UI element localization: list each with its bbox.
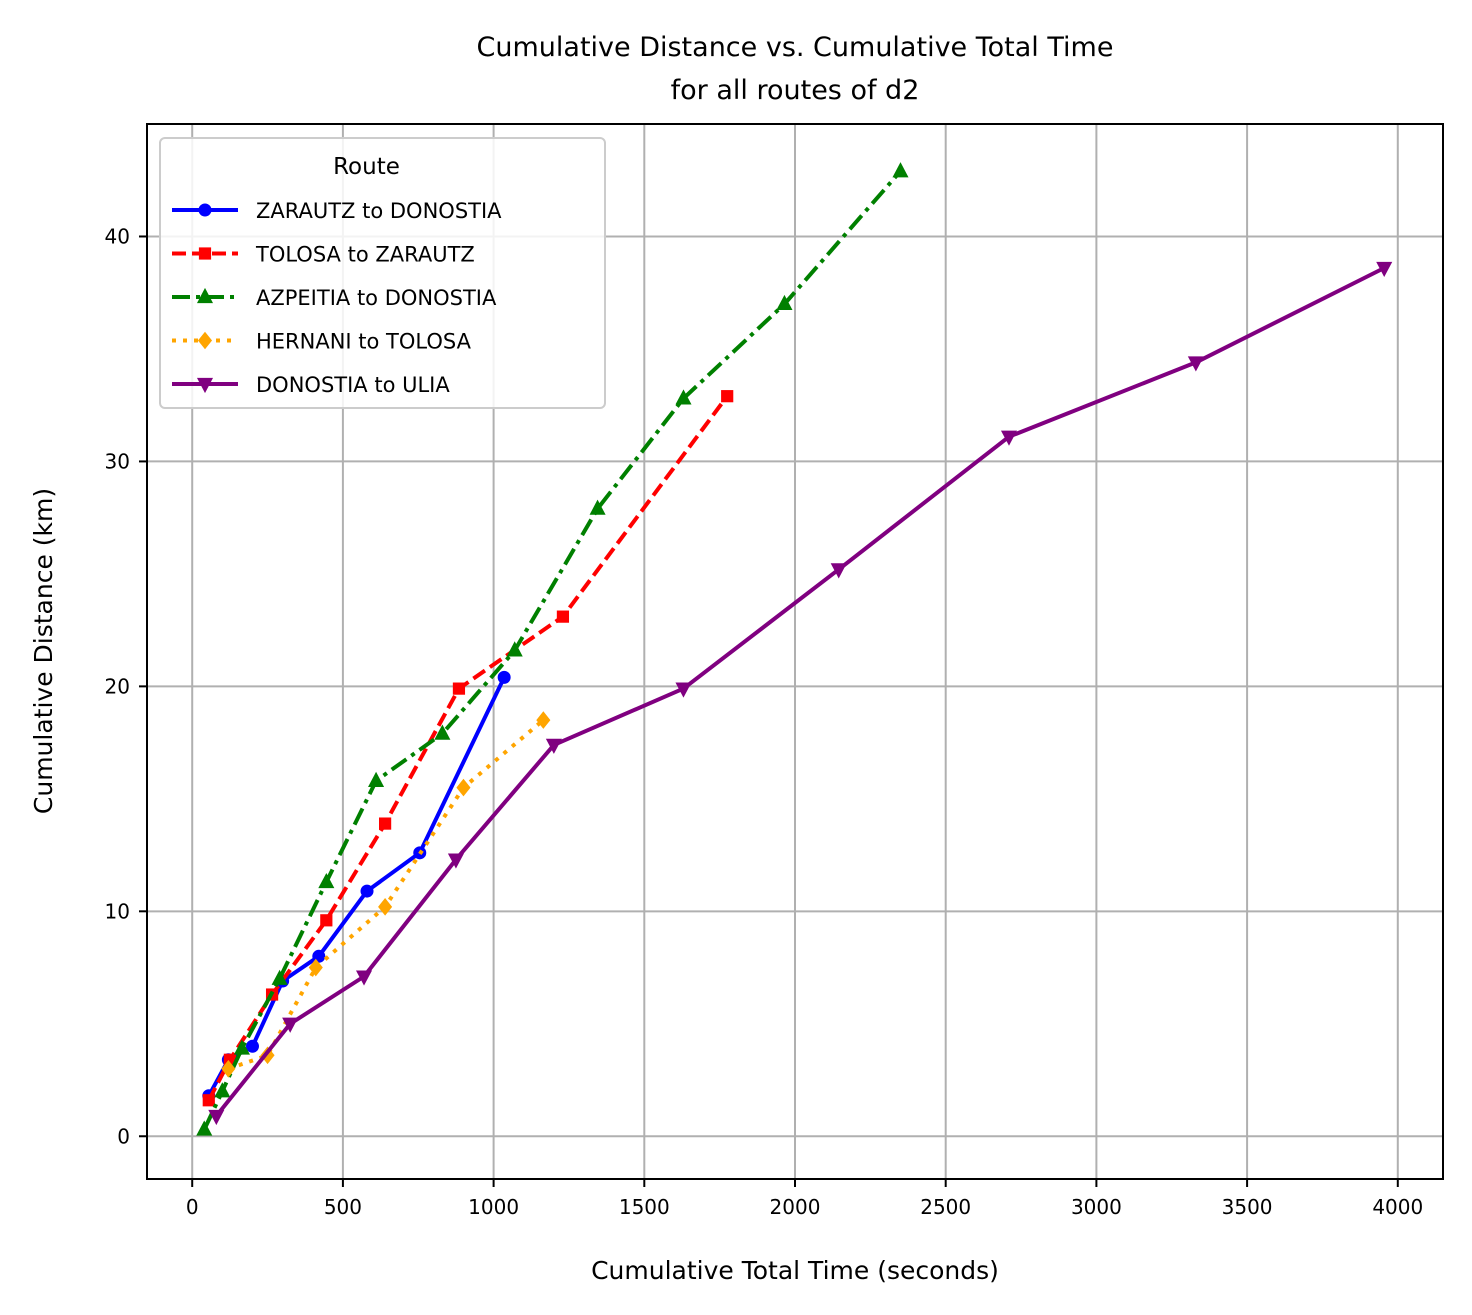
data-point xyxy=(434,724,451,740)
data-point xyxy=(221,1059,236,1078)
data-point xyxy=(830,563,847,579)
series-line xyxy=(207,395,729,1102)
legend-item: ZARAUTZ to DONOSTIA xyxy=(172,199,502,223)
legend-item: TOLOSA to ZARAUTZ xyxy=(172,243,475,267)
legend-marker xyxy=(196,287,214,304)
data-point xyxy=(675,682,692,698)
x-tick-label: 3500 xyxy=(1222,1195,1273,1219)
tick-layer: 0 500 1000 1500 2000 2500 3000 3500 4000 0 10 20 30 4… xyxy=(105,224,1424,1219)
x-tick-label: 500 xyxy=(324,1195,362,1219)
data-point xyxy=(1376,261,1393,278)
series-line xyxy=(202,169,903,1131)
legend: Route ZARAUTZ to DONOSTIA TOLOSA to ZARAUT… xyxy=(159,137,606,409)
x-tick-label: 3000 xyxy=(1071,1195,1122,1219)
legend-box xyxy=(159,137,606,409)
data-point xyxy=(675,389,692,405)
legend-label: AZPEITIA to DONOSTIA xyxy=(256,286,497,310)
data-point xyxy=(282,1017,299,1033)
series-line xyxy=(207,676,507,1097)
y-tick-label: 30 xyxy=(105,449,130,473)
y-axis-label: Cumulative Distance (km) xyxy=(29,488,58,814)
x-tick-label: 1500 xyxy=(619,1195,670,1219)
legend-marker xyxy=(197,331,213,350)
data-point xyxy=(308,958,323,977)
y-tick-label: 20 xyxy=(105,674,130,698)
data-point xyxy=(556,610,570,623)
data-point xyxy=(271,969,288,985)
y-tick-label: 40 xyxy=(105,224,130,248)
legend-marker xyxy=(196,377,214,394)
chart-subtitle: for all routes of d2 xyxy=(671,75,920,106)
y-tick-label: 10 xyxy=(105,899,130,923)
y-tick-label: 0 xyxy=(117,1124,130,1148)
legend-marker xyxy=(198,247,212,260)
data-point xyxy=(360,884,374,898)
data-point xyxy=(320,914,333,927)
data-point xyxy=(379,817,392,830)
data-point xyxy=(892,162,909,178)
grid-layer xyxy=(147,124,1443,1179)
legend-label: ZARAUTZ to DONOSTIA xyxy=(256,199,502,223)
data-point xyxy=(208,1109,225,1126)
x-tick-label: 2500 xyxy=(920,1195,971,1219)
legend-label: HERNANI to TOLOSA xyxy=(256,330,472,354)
series-2 xyxy=(196,162,909,1136)
data-point xyxy=(245,1039,259,1053)
legend-title: Route xyxy=(333,154,400,180)
x-axis-label: Cumulative Total Time (seconds) xyxy=(591,1256,999,1285)
data-point xyxy=(196,1120,213,1136)
legend-label: TOLOSA to ZARAUTZ xyxy=(255,243,475,267)
series-layer xyxy=(196,162,1393,1136)
data-point xyxy=(202,1094,215,1107)
data-point xyxy=(1187,356,1204,372)
chart-title: Cumulative Distance vs. Cumulative Total… xyxy=(477,32,1114,63)
legend-marker xyxy=(198,203,212,217)
data-point xyxy=(260,1046,275,1065)
data-point xyxy=(506,641,523,657)
series-line xyxy=(214,266,1386,1118)
data-point xyxy=(1000,430,1018,446)
x-tick-label: 1000 xyxy=(468,1195,519,1219)
data-point xyxy=(233,1039,250,1055)
x-tick-label: 4000 xyxy=(1372,1195,1423,1219)
legend-item: DONOSTIA to ULIA xyxy=(172,373,450,397)
data-point xyxy=(378,898,393,916)
series-4 xyxy=(208,261,1393,1126)
data-point xyxy=(456,778,471,797)
data-point xyxy=(776,294,793,311)
data-point xyxy=(214,1082,231,1098)
data-point xyxy=(497,670,511,684)
data-point xyxy=(355,970,373,986)
data-point xyxy=(589,499,606,515)
data-point xyxy=(536,711,551,729)
data-point xyxy=(721,390,734,403)
data-point xyxy=(318,873,335,889)
x-tick-label: 0 xyxy=(186,1195,199,1219)
legend-item: AZPEITIA to DONOSTIA xyxy=(172,286,497,310)
legend-label: DONOSTIA to ULIA xyxy=(256,373,450,397)
data-point xyxy=(447,853,464,869)
data-point xyxy=(545,738,562,754)
data-point xyxy=(452,682,466,695)
series-3 xyxy=(221,711,551,1078)
x-tick-label: 2000 xyxy=(770,1195,821,1219)
data-point xyxy=(368,771,385,787)
legend-item: HERNANI to TOLOSA xyxy=(172,330,472,354)
